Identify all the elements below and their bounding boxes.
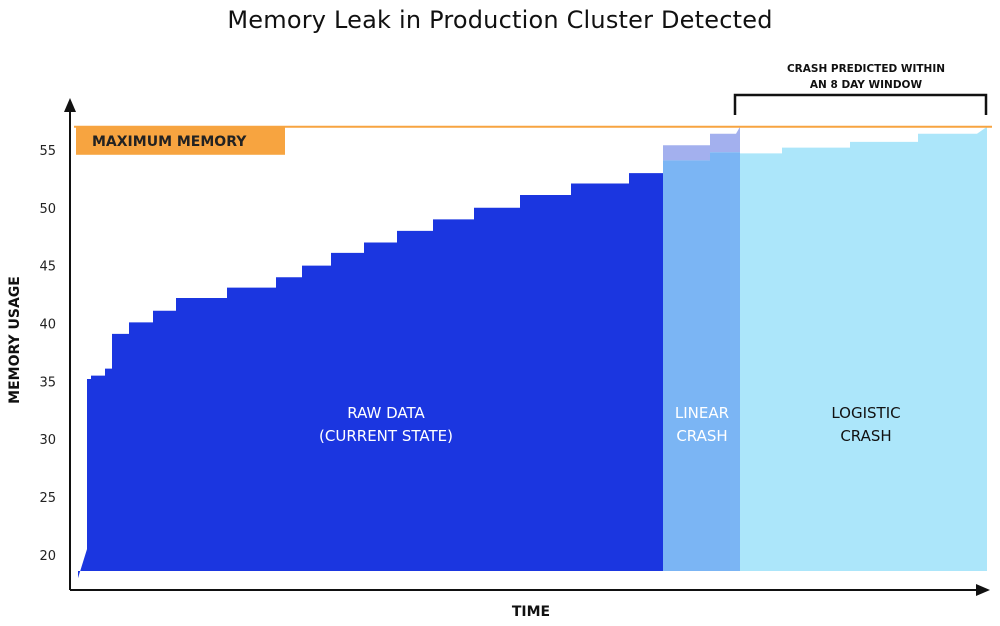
maximum-memory-label: MAXIMUM MEMORY [92, 134, 247, 150]
x-axis [70, 584, 990, 596]
chart-title: Memory Leak in Production Cluster Detect… [227, 6, 773, 34]
maximum-memory-badge [76, 126, 285, 155]
crash-window-bracket [733, 93, 988, 115]
y-axis-label: MEMORY USAGE [7, 276, 23, 404]
y-tick-labels: 20 25 30 35 40 45 50 55 [39, 144, 56, 564]
series-logistic-crash-area [740, 126, 987, 572]
y-axis-arrow-icon [64, 98, 76, 112]
y-tick-label: 40 [39, 318, 56, 333]
y-tick-label: 30 [39, 433, 56, 448]
series-labels: RAW DATA (CURRENT STATE) LINEAR CRASH LOGIST… [319, 404, 901, 445]
y-tick-label: 45 [39, 260, 56, 275]
y-tick-label: 20 [39, 549, 56, 564]
series-label: LINEAR CRASH [675, 404, 729, 445]
series-label: LOGISTIC CRASH [831, 404, 900, 445]
series-linear-crash-area [663, 152, 740, 571]
y-tick-label: 35 [39, 375, 56, 390]
series-linear-crash-envelope [663, 126, 740, 161]
y-tick-label: 25 [39, 491, 56, 506]
chart-series-group [78, 126, 987, 579]
series-label: RAW DATA (CURRENT STATE) [319, 404, 453, 445]
y-axis [64, 98, 76, 590]
crash-window-annotation-line-1: CRASH PREDICTED WITHIN [787, 63, 945, 75]
x-axis-label: TIME [512, 604, 550, 620]
y-tick-label: 50 [39, 202, 56, 217]
y-tick-label: 55 [39, 144, 56, 159]
crash-window-annotation-line-2: AN 8 DAY WINDOW [810, 79, 923, 91]
x-axis-arrow-icon [976, 584, 990, 596]
series-raw-data-area [78, 160, 663, 579]
